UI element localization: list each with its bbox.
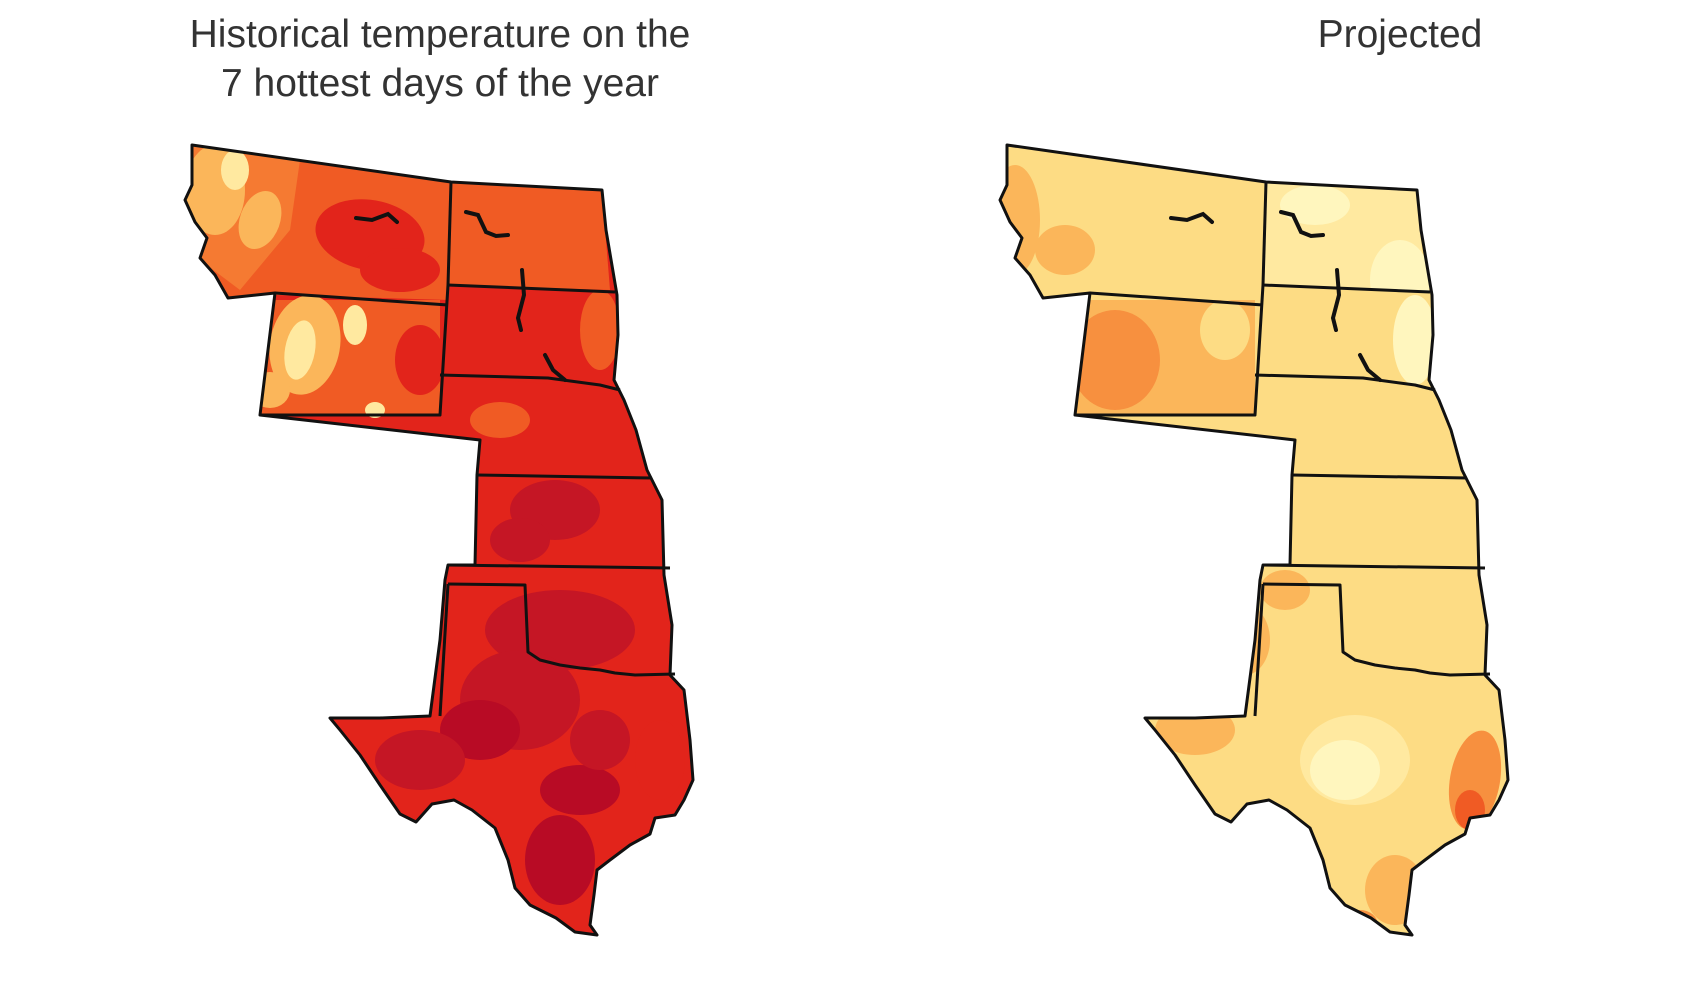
state-border (1262, 283, 1431, 294)
temperature-zone (1310, 740, 1380, 800)
state-border (447, 563, 671, 570)
state-border (447, 283, 616, 294)
temperature-zone-north-dakota (448, 182, 610, 290)
state-border (1089, 291, 1264, 307)
state-border (439, 373, 621, 392)
temperature-zone (525, 815, 595, 905)
temperature-zone (221, 150, 249, 190)
historical-lakes-rivers (354, 210, 567, 382)
temperature-zone (570, 710, 630, 770)
temperature-zone (250, 372, 290, 408)
temperature-zone (1035, 225, 1095, 275)
historical-map-fill (185, 145, 693, 935)
temperature-zone (440, 700, 520, 760)
state-border (447, 582, 676, 677)
temperature-zone (470, 402, 530, 438)
historical-state-borders (183, 143, 695, 937)
temperature-zone (635, 720, 685, 800)
temperature-zone (1342, 910, 1378, 935)
temperature-zone (1455, 790, 1485, 830)
temperature-zone (540, 765, 620, 815)
historical-temperature-map (183, 143, 695, 937)
temperature-zone (1393, 295, 1437, 385)
temperature-zone (284, 320, 316, 380)
temperature-zone (580, 290, 620, 370)
lake-river (464, 210, 510, 239)
region-outline (998, 143, 1510, 937)
state-border (1262, 582, 1491, 677)
map-base-fill (185, 145, 693, 935)
state-border (438, 583, 450, 717)
lake-river (1169, 211, 1214, 224)
state-border (1261, 181, 1268, 286)
temperature-zone (360, 248, 440, 292)
temperature-zone (485, 590, 635, 670)
state-border (1254, 373, 1436, 392)
temperature-zone (1280, 185, 1350, 225)
state-border (1075, 284, 1265, 417)
state-border (446, 181, 453, 286)
temperature-zone-south-dakota (1255, 285, 1435, 390)
temperature-zone (343, 305, 367, 345)
lake-river (1358, 353, 1382, 382)
projected-state-borders (998, 143, 1510, 937)
temperature-zone-south-dakota (440, 285, 620, 390)
state-border (260, 284, 450, 417)
temperature-zone (395, 325, 445, 395)
state-border (1291, 473, 1468, 480)
lake-river (354, 211, 399, 224)
historical-map-title: Historical temperature on the 7 hottest … (189, 13, 691, 105)
temperature-zone (490, 518, 550, 562)
state-border (1262, 563, 1486, 570)
projected-map-panel: Projected (880, 0, 1700, 1000)
temperature-zone (238, 190, 282, 250)
temperature-zone (1260, 570, 1310, 610)
state-border (1253, 583, 1265, 717)
temperature-zone (375, 730, 465, 790)
lake-river (515, 268, 527, 332)
temperature-zone (1200, 300, 1250, 360)
lake-river (1330, 268, 1342, 332)
state-border (274, 291, 449, 307)
lake-river (1279, 210, 1325, 239)
region-outline (183, 143, 695, 937)
temperature-zone (1155, 705, 1235, 755)
projected-map-title: Projected (1317, 13, 1483, 56)
temperature-zone (1070, 310, 1160, 410)
state-border (476, 473, 653, 480)
projected-lakes-rivers (1169, 210, 1382, 382)
lake-river (543, 353, 567, 382)
projected-temperature-map (998, 143, 1510, 937)
historical-map-panel: Historical temperature on the 7 hottest … (183, 13, 695, 937)
